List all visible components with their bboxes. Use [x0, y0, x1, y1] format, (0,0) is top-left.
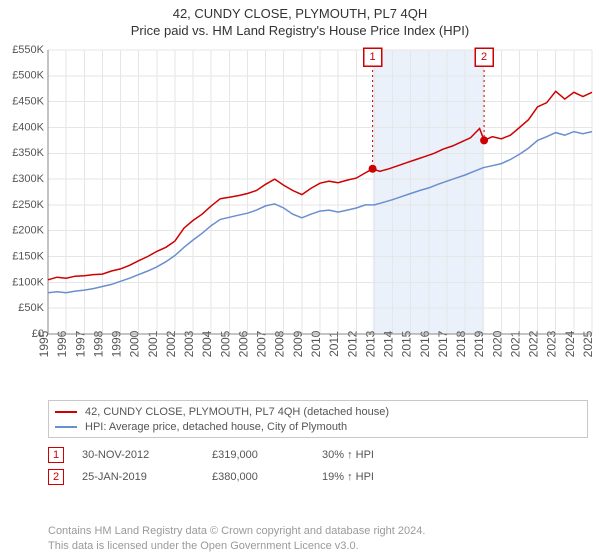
chart-svg: £0£50K£100K£150K£200K£250K£300K£350K£400… [0, 44, 600, 394]
legend-swatch-icon [55, 426, 77, 428]
svg-text:£550K: £550K [12, 44, 44, 56]
svg-text:£200K: £200K [12, 225, 44, 237]
chart-title: 42, CUNDY CLOSE, PLYMOUTH, PL7 4QH [0, 6, 600, 21]
legend-row: 42, CUNDY CLOSE, PLYMOUTH, PL7 4QH (deta… [55, 405, 581, 420]
legend-row: HPI: Average price, detached house, City… [55, 420, 581, 435]
sale-date: 25-JAN-2019 [82, 471, 212, 483]
svg-text:2: 2 [481, 51, 487, 63]
svg-text:£100K: £100K [12, 276, 44, 288]
legend: 42, CUNDY CLOSE, PLYMOUTH, PL7 4QH (deta… [48, 400, 588, 488]
svg-text:2011: 2011 [327, 331, 341, 357]
chart-header: 42, CUNDY CLOSE, PLYMOUTH, PL7 4QH Price… [0, 0, 600, 38]
svg-text:1: 1 [370, 51, 376, 63]
svg-text:£150K: £150K [12, 250, 44, 262]
svg-text:£300K: £300K [12, 173, 44, 185]
chart-subtitle: Price paid vs. HM Land Registry's House … [0, 23, 600, 38]
sale-pct-vs-hpi: 19% ↑ HPI [322, 471, 432, 483]
footer-line: Contains HM Land Registry data © Crown c… [48, 524, 425, 539]
svg-text:£500K: £500K [12, 70, 44, 82]
sale-pct-vs-hpi: 30% ↑ HPI [322, 449, 432, 461]
svg-text:£350K: £350K [12, 147, 44, 159]
legend-series-box: 42, CUNDY CLOSE, PLYMOUTH, PL7 4QH (deta… [48, 400, 588, 438]
sale-date: 30-NOV-2012 [82, 449, 212, 461]
sale-price: £319,000 [212, 449, 322, 461]
footer-attribution: Contains HM Land Registry data © Crown c… [48, 524, 425, 554]
svg-text:£400K: £400K [12, 121, 44, 133]
table-row: 1 30-NOV-2012 £319,000 30% ↑ HPI [48, 444, 588, 466]
footer-line: This data is licensed under the Open Gov… [48, 539, 425, 554]
svg-text:£450K: £450K [12, 96, 44, 108]
sale-marker-icon: 2 [48, 469, 64, 485]
sale-marker-icon: 1 [48, 447, 64, 463]
price-chart: £0£50K£100K£150K£200K£250K£300K£350K£400… [0, 44, 600, 394]
sale-price: £380,000 [212, 471, 322, 483]
legend-label: 42, CUNDY CLOSE, PLYMOUTH, PL7 4QH (deta… [85, 405, 389, 420]
sales-table: 1 30-NOV-2012 £319,000 30% ↑ HPI 2 25-JA… [48, 444, 588, 488]
svg-text:£250K: £250K [12, 199, 44, 211]
table-row: 2 25-JAN-2019 £380,000 19% ↑ HPI [48, 466, 588, 488]
legend-swatch-icon [55, 411, 77, 413]
svg-text:£50K: £50K [18, 302, 44, 314]
legend-label: HPI: Average price, detached house, City… [85, 420, 347, 435]
